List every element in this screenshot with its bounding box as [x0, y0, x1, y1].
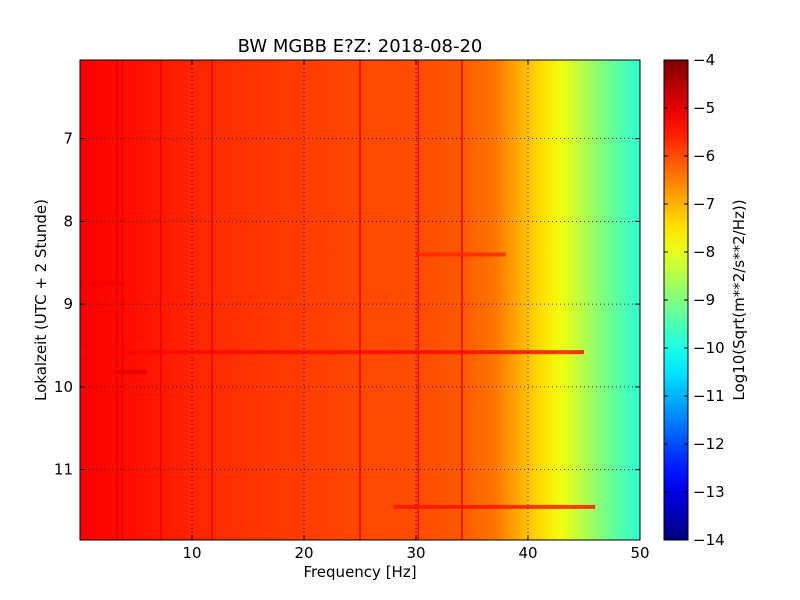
- y-axis: 7 8 9 10 11: [54, 130, 640, 479]
- spectral-band: [80, 350, 584, 355]
- x-axis: 10 20 30 40 50: [182, 60, 650, 562]
- colorbar-tick-label: −7: [693, 195, 715, 213]
- y-axis-label: Lokalzeit (UTC + 2 Stunde): [32, 199, 50, 401]
- colorbar-label: Log10(Sqrt(m**2/s**2/Hz)): [730, 199, 748, 400]
- chart-title: BW MGBB E?Z: 2018-08-20: [238, 36, 483, 57]
- y-tick-label: 9: [63, 295, 73, 313]
- spectral-band: [416, 252, 506, 257]
- colorbar-tick-label: −11: [693, 387, 725, 405]
- x-tick-label: 20: [294, 544, 313, 562]
- colorbar-tick-label: −12: [693, 435, 725, 453]
- plot-frame: [79, 59, 641, 541]
- colorbar-tick-label: −10: [693, 339, 725, 357]
- plot-area: [80, 60, 640, 540]
- y-tick-label: 10: [54, 378, 73, 396]
- colorbar-tick-label: −6: [693, 147, 715, 165]
- colorbar-tick-label: −13: [693, 483, 725, 501]
- spectral-band: [393, 504, 596, 509]
- x-tick-label: 10: [182, 544, 201, 562]
- spectral-band: [113, 370, 148, 374]
- y-tick-label: 8: [63, 212, 73, 230]
- colorbar-tick-label: −4: [693, 51, 715, 69]
- y-tick-label: 7: [63, 130, 73, 148]
- x-tick-label: 40: [518, 544, 537, 562]
- x-axis-label: Frequency [Hz]: [303, 563, 416, 581]
- spectral-features: [80, 60, 596, 540]
- colorbar-ticks: −4 −5 −6 −7 −8 −9 −10 −11 −12 −13 −14: [664, 51, 725, 549]
- colorbar-tick-label: −14: [693, 531, 725, 549]
- colorbar-tick-label: −8: [693, 243, 715, 261]
- grid-lines: [80, 60, 640, 540]
- y-tick-label: 11: [54, 461, 73, 479]
- colorbar-tick-label: −9: [693, 291, 715, 309]
- colorbar-tick-label: −5: [693, 99, 715, 117]
- colorbar: −4 −5 −6 −7 −8 −9 −10 −11 −12 −13 −14 Log10(Sqrt(m…: [663, 51, 748, 549]
- spectral-band: [91, 281, 125, 286]
- x-tick-label: 30: [406, 544, 425, 562]
- x-tick-label: 50: [630, 544, 649, 562]
